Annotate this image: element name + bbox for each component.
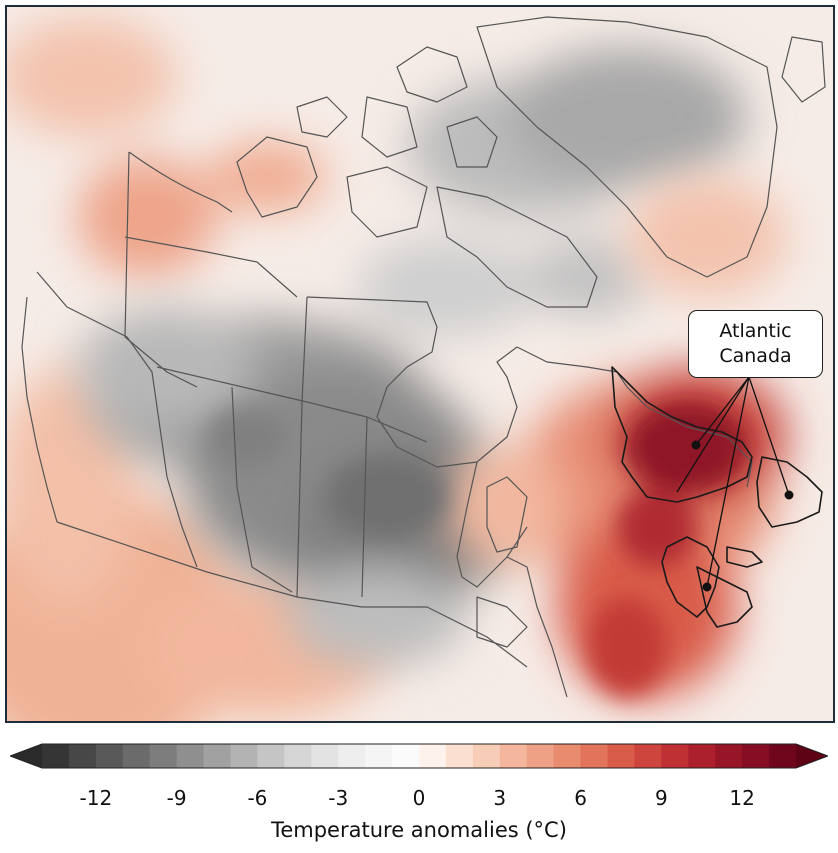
coastlines-and-borders (21, 16, 826, 698)
colorbar-tick-label: -3 (328, 786, 349, 810)
colorbar-tick-label: 6 (574, 786, 587, 810)
callout-point-newfoundland (784, 490, 794, 500)
callout-point-new-brunswick (702, 582, 712, 592)
colorbar-cell (95, 744, 124, 768)
colorbar-cell (230, 744, 258, 768)
colorbar-cell (769, 744, 797, 768)
temperature-anomaly-map (7, 7, 833, 721)
colorbar-cell (499, 744, 528, 768)
colorbar-cell (661, 744, 689, 768)
colorbar-cell (580, 744, 608, 768)
colorbar-cell (122, 744, 151, 768)
colorbar-cell (176, 744, 205, 768)
callout-leaders (676, 376, 794, 592)
colorbar-cell (553, 744, 582, 768)
colorbar-cell (149, 744, 178, 768)
colorbar-cell (284, 744, 312, 768)
callout-label: Atlantic Canada (719, 320, 792, 367)
colorbar-cell (607, 744, 635, 768)
colorbar-tick-label: 9 (654, 786, 668, 810)
colorbar-outline (10, 743, 828, 769)
colorbar-cell (634, 744, 662, 768)
colorbar-cell (715, 744, 743, 768)
atlantic-canada-callout: Atlantic Canada (688, 310, 823, 378)
colorbar-cell (257, 744, 285, 768)
colorbar-cell (688, 744, 716, 768)
colorbar-cell (203, 744, 231, 768)
colorbar-cell (445, 744, 474, 768)
colorbar-tick-label: 0 (412, 786, 426, 810)
colorbar-under-arrow (10, 744, 42, 768)
colorbar (10, 743, 828, 769)
colorbar-tick-label: 12 (729, 786, 755, 810)
colorbar-cell (419, 744, 447, 768)
colorbar-cell (311, 744, 339, 768)
map-panel: Atlantic Canada (5, 5, 835, 723)
colorbar-cell (365, 744, 393, 768)
colorbar-cell (68, 744, 97, 768)
atlantic-canada-outline (611, 366, 823, 628)
colorbar-tick-label: -6 (247, 786, 268, 810)
colorbar-tick-label: -12 (79, 786, 113, 810)
callout-point-labrador (691, 440, 701, 450)
colorbar-tick-label: -9 (166, 786, 187, 810)
colorbar-cell (526, 744, 555, 768)
colorbar-cell (742, 744, 770, 768)
colorbar-cell (338, 744, 366, 768)
colorbar-cell (42, 744, 70, 768)
colorbar-over-arrow (796, 744, 828, 768)
colorbar-title: Temperature anomalies (°C) (271, 818, 567, 842)
colorbar-cell (472, 744, 501, 768)
colorbar-tick-label: 3 (493, 786, 507, 810)
colorbar-cell (392, 744, 420, 768)
